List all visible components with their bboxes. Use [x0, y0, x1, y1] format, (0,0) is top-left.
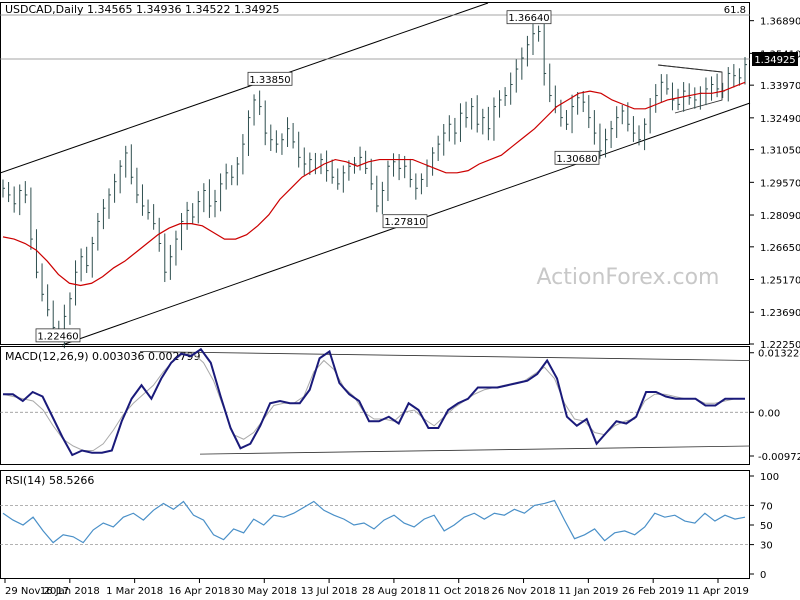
macd-panel: MACD(12,26,9) 0.003036 0.002799 0.013224… — [0, 346, 800, 465]
corner-value: 61.8 — [724, 5, 746, 16]
y-tick-label: -0.009721 — [758, 452, 800, 463]
rsi-line-path — [2, 499, 746, 544]
macd-main-line — [3, 347, 745, 457]
macd-trendline-upper — [139, 351, 751, 361]
triangle-pattern-upper — [657, 64, 723, 73]
y-tick-label: 1.23690 — [760, 308, 800, 319]
price-title: USDCAD,Daily 1.34565 1.34936 1.34522 1.3… — [5, 3, 279, 16]
rsi-line — [2, 499, 746, 544]
y-tick-label: 100 — [760, 472, 779, 483]
x-tick-label: 30 May 2018 — [232, 586, 297, 597]
y-tick-label: 50 — [760, 521, 773, 532]
y-tick-label: 1.28090 — [760, 211, 800, 222]
macd-y-axis: 0.013224 0.00 -0.009721 — [750, 349, 800, 463]
y-tick-label: 1.33970 — [760, 81, 800, 92]
rsi-y-axis: 100 70 50 30 0 — [750, 472, 779, 581]
moving-average-line — [2, 81, 746, 287]
y-tick-label: 1.36890 — [760, 17, 800, 28]
y-tick-label: 0.013224 — [758, 349, 800, 360]
x-tick-label: 29 Nov 2017 — [5, 586, 69, 597]
y-tick-label: 1.26650 — [760, 243, 800, 254]
y-tick-label: 70 — [760, 501, 773, 512]
x-tick-label: 26 Feb 2019 — [622, 586, 684, 597]
y-tick-label: 1.32490 — [760, 114, 800, 125]
price-bars — [2, 22, 747, 349]
moving-average — [2, 81, 746, 287]
x-tick-label: 1 Mar 2018 — [106, 586, 163, 597]
last-price-label: 1.34925 — [754, 55, 795, 66]
x-tick-label: 28 Aug 2018 — [362, 586, 426, 597]
last-price-box — [752, 52, 798, 66]
y-tick-label: 0 — [760, 570, 766, 581]
macd-title: MACD(12,26,9) 0.003036 0.002799 — [5, 350, 201, 363]
y-tick-label: 30 — [760, 541, 773, 552]
rsi-levels — [0, 504, 750, 545]
x-tick-label: 11 Jan 2019 — [558, 586, 618, 597]
y-tick-label: 1.22250 — [760, 340, 800, 351]
annotation-label: 1.36640 — [508, 13, 549, 24]
x-tick-label: 11 Oct 2018 — [428, 586, 490, 597]
macd-trendline-lower — [199, 445, 751, 455]
watermark: ActionForex.com — [537, 265, 720, 290]
macd-signal-line — [2, 353, 745, 451]
channel-upper-line — [0, 2, 489, 174]
rsi-title: RSI(14) 58.5266 — [5, 474, 94, 487]
annotation-box — [382, 214, 428, 229]
annotation-box — [554, 150, 600, 165]
y-tick-label: 1.25170 — [760, 276, 800, 287]
annotation-box — [506, 10, 552, 25]
x-tick-label: 13 Jul 2018 — [301, 586, 358, 597]
price-annotations: 1.22460 1.33850 1.27810 1.36640 1.30680 — [35, 10, 600, 343]
x-tick-label: 11 Apr 2019 — [687, 586, 749, 597]
macd-lines — [2, 347, 745, 457]
annotation-label: 1.33850 — [249, 75, 290, 86]
x-tick-label: 26 Nov 2018 — [492, 586, 556, 597]
annotation-label: 1.22460 — [37, 331, 78, 342]
macd-trendlines — [139, 351, 751, 455]
y-tick-label: 1.31050 — [760, 146, 800, 157]
annotation-label: 1.27810 — [384, 217, 425, 228]
annotation-box — [35, 328, 81, 343]
price-panel: ActionForex.com USDCAD,Daily 1.34565 1.3… — [0, 0, 800, 351]
x-tick-label: 16 Jan 2018 — [40, 586, 100, 597]
x-tick-label: 16 Apr 2018 — [169, 586, 231, 597]
annotation-label: 1.30680 — [556, 154, 597, 165]
rsi-panel: RSI(14) 58.5266 100 70 50 30 0 — [0, 470, 779, 581]
y-tick-label: 1.29570 — [760, 178, 800, 189]
y-tick-label: 0.00 — [758, 408, 780, 419]
annotation-box — [247, 71, 293, 86]
